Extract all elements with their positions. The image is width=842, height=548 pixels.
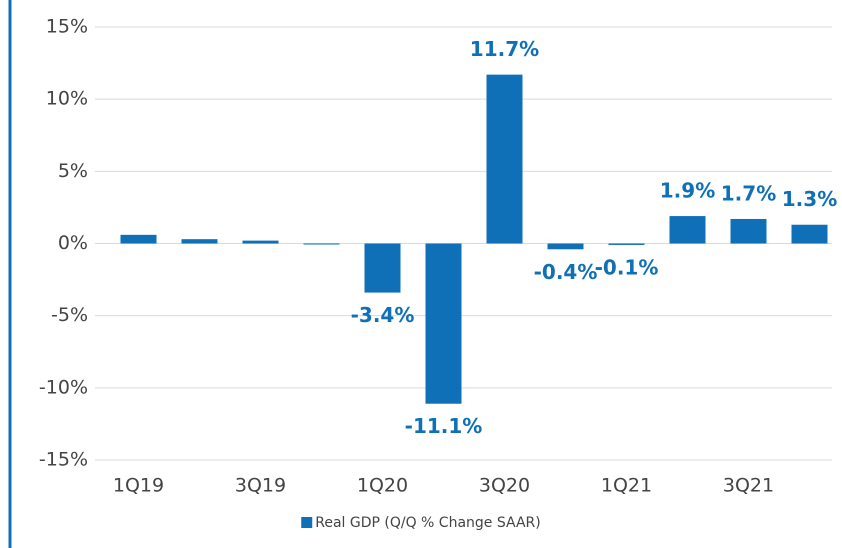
- x-tick-label: 1Q20: [357, 475, 408, 497]
- bar: [242, 240, 279, 244]
- bar: [120, 234, 157, 244]
- bar: [669, 216, 706, 244]
- y-tick-label: -10%: [39, 376, 88, 398]
- x-tick-label: 3Q20: [479, 475, 530, 497]
- bar: [486, 74, 523, 244]
- bar: [730, 218, 767, 244]
- x-tick-label: 1Q21: [601, 475, 652, 497]
- bar: [181, 239, 218, 244]
- y-tick-label: 10%: [46, 88, 88, 110]
- bar: [303, 243, 340, 245]
- bar: [425, 243, 462, 404]
- data-label: -3.4%: [351, 303, 415, 327]
- legend-swatch: [301, 517, 313, 528]
- y-tick-label: 5%: [58, 160, 88, 182]
- data-label: 11.7%: [470, 37, 539, 61]
- y-tick-label: -5%: [51, 304, 88, 326]
- data-label: 1.7%: [721, 181, 776, 205]
- data-label: -0.4%: [534, 260, 598, 284]
- x-tick-label: 3Q21: [723, 475, 774, 497]
- y-tick-label: -15%: [39, 449, 88, 471]
- bar: [791, 224, 828, 244]
- data-label: 1.9%: [660, 179, 715, 203]
- legend-label: Real GDP (Q/Q % Change SAAR): [315, 515, 541, 531]
- bar: [547, 243, 584, 250]
- x-tick-label: 1Q19: [113, 475, 164, 497]
- data-label: 1.3%: [782, 187, 837, 211]
- x-tick-label: 3Q19: [235, 475, 286, 497]
- data-label: -0.1%: [595, 255, 659, 279]
- bar: [364, 243, 401, 293]
- y-tick-label: 15%: [46, 16, 88, 38]
- data-label: -11.1%: [405, 414, 483, 438]
- y-tick-label: 0%: [58, 232, 88, 254]
- bar: [608, 243, 645, 245]
